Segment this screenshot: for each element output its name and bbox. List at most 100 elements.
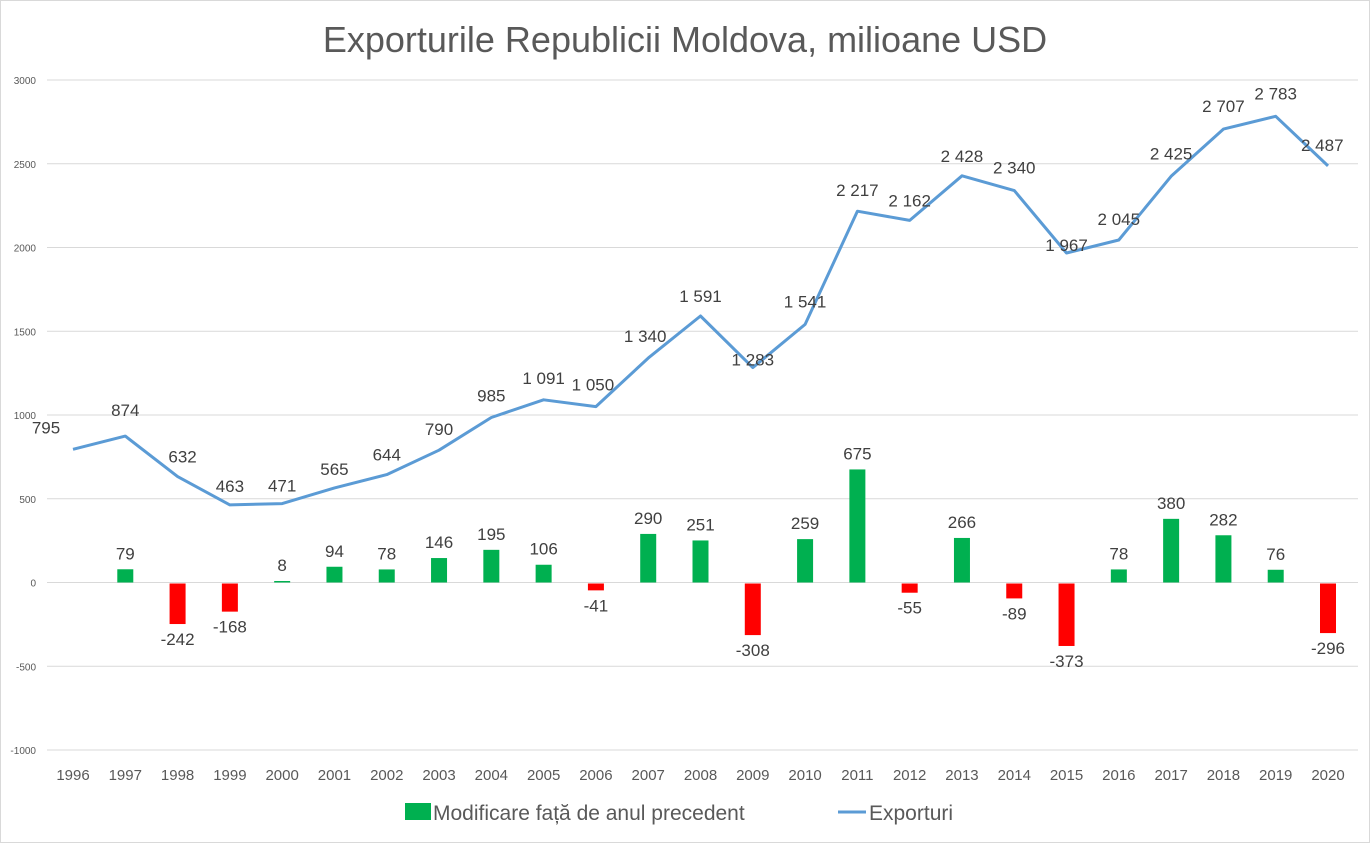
x-tick-label: 2003 — [422, 767, 455, 784]
x-tick-label: 1998 — [161, 767, 194, 784]
bar — [431, 558, 448, 583]
bar-data-label: 675 — [843, 444, 871, 463]
line-data-label: 1 091 — [522, 369, 565, 388]
line-series — [72, 114, 1330, 507]
bar — [1320, 583, 1336, 634]
x-tick-label: 2019 — [1259, 767, 1292, 784]
y-tick-label: 2000 — [14, 244, 37, 255]
bar — [326, 566, 343, 583]
y-tick-label: -1000 — [10, 746, 36, 757]
line-data-label: 1 340 — [624, 327, 667, 346]
chart-title: Exporturile Republicii Moldova, milioane… — [323, 19, 1047, 60]
line-data-label: 2 340 — [993, 159, 1036, 178]
line-data-label: 1 050 — [572, 376, 615, 395]
y-tick-label: 1000 — [14, 411, 37, 422]
line-data-label: 1 283 — [732, 351, 775, 370]
line-data-label: 644 — [373, 446, 401, 465]
line-data-label: 2 783 — [1254, 84, 1297, 103]
bar — [1267, 569, 1284, 583]
bar — [692, 540, 709, 583]
bar-data-label: 290 — [634, 509, 662, 528]
bar — [953, 537, 970, 583]
line-data-labels: 795 874 632 463 471 565 644 790 985 1 091 1 050 1 3… — [32, 84, 1344, 496]
bar-data-label: 76 — [1266, 545, 1285, 564]
line-data-label: 790 — [425, 420, 453, 439]
bar-data-label: 259 — [791, 514, 819, 533]
x-tick-label: 2000 — [265, 767, 298, 784]
line-data-label: 471 — [268, 477, 296, 496]
bar — [378, 569, 395, 583]
line-data-label: 1 967 — [1045, 236, 1088, 255]
x-tick-label: 2008 — [684, 767, 717, 784]
line-data-label: 985 — [477, 387, 505, 406]
y-tick-label: 0 — [30, 579, 36, 590]
bar — [117, 569, 134, 583]
legend-label-line: Exporturi — [869, 802, 953, 825]
line-data-label: 2 487 — [1301, 136, 1344, 155]
gridlines — [47, 79, 1358, 751]
bar-data-label: -89 — [1002, 604, 1027, 623]
x-tick-label: 2010 — [788, 767, 821, 784]
bar-data-label: -308 — [736, 641, 770, 660]
line-data-label: 1 541 — [784, 292, 827, 311]
bar — [1058, 583, 1075, 646]
line-data-label: 2 162 — [888, 191, 931, 210]
line-data-label: 1 591 — [679, 287, 722, 306]
x-tick-label: 2009 — [736, 767, 769, 784]
bar — [797, 539, 814, 583]
x-axis: 1996 1997 1998 1999 2000 2001 2002 2003 2004 2005… — [56, 767, 1344, 784]
x-tick-label: 2016 — [1102, 767, 1135, 784]
line-data-label: 632 — [168, 448, 196, 467]
y-tick-label: 2500 — [14, 160, 37, 171]
bar — [901, 583, 918, 593]
bar-data-label: 94 — [325, 542, 344, 561]
bar-data-label: -168 — [213, 618, 247, 637]
bar-data-label: 8 — [277, 556, 286, 575]
bar-data-label: 78 — [1109, 544, 1128, 563]
x-tick-label: 2006 — [579, 767, 612, 784]
line-data-label: 2 217 — [836, 181, 879, 200]
y-tick-label: -500 — [16, 662, 36, 673]
x-tick-label: 2004 — [475, 767, 508, 784]
bar-data-label: -55 — [897, 599, 922, 618]
x-tick-label: 2017 — [1154, 767, 1187, 784]
bar-data-label: 106 — [529, 540, 557, 559]
bar — [587, 583, 604, 591]
x-tick-label: 2012 — [893, 767, 926, 784]
bar-data-label: 380 — [1157, 494, 1185, 513]
bar-data-label: 195 — [477, 525, 505, 544]
bar — [1110, 569, 1127, 583]
y-tick-label: 500 — [19, 495, 36, 506]
x-tick-label: 1997 — [109, 767, 142, 784]
legend: Modificare față de anul precedent Export… — [405, 802, 953, 825]
x-tick-label: 2002 — [370, 767, 403, 784]
bar — [849, 469, 866, 583]
bar — [535, 564, 552, 583]
bar-data-label: -373 — [1050, 652, 1084, 671]
x-tick-label: 2005 — [527, 767, 560, 784]
bar-data-label: -41 — [584, 596, 609, 615]
bar — [483, 549, 500, 583]
bar — [1163, 518, 1180, 583]
bar-data-label: 78 — [377, 544, 396, 563]
x-tick-label: 2013 — [945, 767, 978, 784]
y-tick-label: 3000 — [14, 76, 37, 87]
x-tick-label: 2007 — [632, 767, 665, 784]
bar-data-label: 146 — [425, 533, 453, 552]
bar — [274, 581, 291, 583]
x-tick-label: 1999 — [213, 767, 246, 784]
x-tick-label: 2014 — [998, 767, 1031, 784]
bar — [640, 533, 657, 583]
x-tick-label: 1996 — [56, 767, 89, 784]
bar — [221, 583, 238, 612]
x-tick-label: 2018 — [1207, 767, 1240, 784]
line-data-label: 2 707 — [1202, 97, 1245, 116]
bar — [169, 583, 186, 625]
line-data-label: 2 045 — [1098, 210, 1141, 229]
x-tick-label: 2020 — [1311, 767, 1344, 784]
bar-data-label: 79 — [116, 544, 135, 563]
legend-swatch-bar — [405, 803, 431, 820]
line-data-label: 795 — [32, 418, 60, 437]
